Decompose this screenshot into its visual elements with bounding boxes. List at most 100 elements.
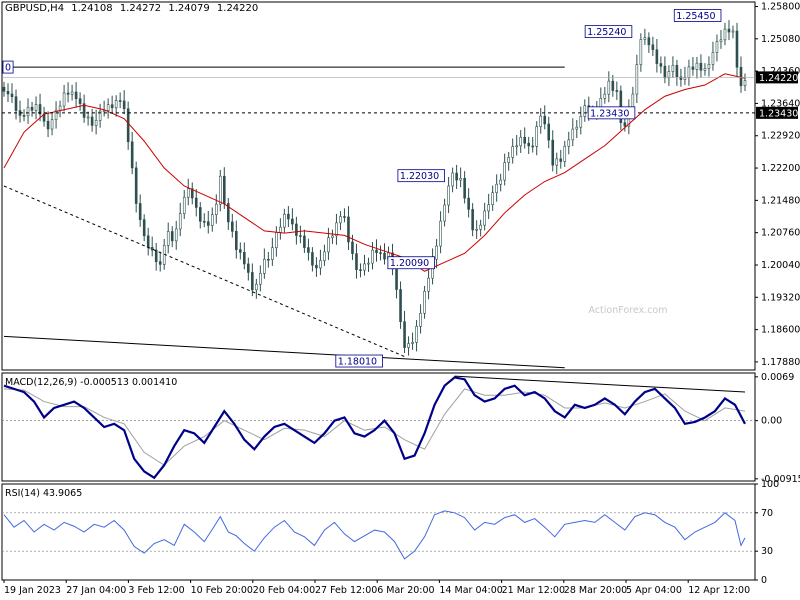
candle-body [118, 100, 122, 102]
candle-body [475, 228, 478, 231]
candle-body [699, 62, 703, 71]
candle-body [695, 62, 699, 70]
price-annotation-label: 1.25240 [587, 27, 626, 38]
candle-body [427, 277, 430, 292]
candle-body [170, 231, 174, 242]
candle-body [222, 175, 226, 204]
candle-body [279, 226, 282, 233]
macd-tick-label: 0.0069 [761, 372, 794, 383]
candle-body [411, 342, 414, 344]
time-tick-label: 28 Mar 20:00 [564, 585, 627, 596]
candle-body [651, 44, 655, 51]
candle-body [235, 231, 238, 250]
candle-body [607, 80, 611, 95]
candle-body [150, 247, 154, 251]
candle-body [239, 249, 242, 253]
candle-body [543, 115, 547, 125]
candle-body [615, 90, 619, 92]
candle-body [735, 30, 739, 68]
candle-body [703, 68, 707, 71]
candle-body [371, 249, 374, 264]
candle-body [563, 145, 567, 162]
candle-body [459, 177, 462, 181]
candle-body [319, 260, 322, 269]
candle-body [547, 123, 551, 141]
time-tick-label: 27 Jan 04:00 [66, 585, 126, 596]
candle-body [299, 235, 302, 237]
candle-body [2, 86, 6, 92]
candle-body [659, 63, 663, 67]
candle-body [295, 223, 298, 236]
candle-body [463, 177, 466, 199]
price-annotation-box [335, 354, 383, 368]
candle-body [367, 262, 370, 265]
candle-body [487, 204, 490, 212]
rsi-title: RSI(14) 43.9065 [5, 488, 82, 499]
candle-body [138, 203, 142, 220]
candle-body [451, 172, 454, 187]
rsi-tick-label: 0 [761, 575, 767, 586]
price-tick-label: 1.22920 [761, 131, 800, 142]
candle-body [423, 290, 426, 314]
candle-body [555, 158, 559, 166]
candle-body [359, 269, 362, 271]
candle-body [511, 146, 514, 158]
candle-body [86, 116, 90, 119]
candle-body [323, 251, 326, 261]
candle-body [491, 192, 494, 205]
candle-body [415, 326, 418, 343]
candle-body [567, 139, 571, 147]
candle-body [435, 245, 438, 260]
candle-body [311, 252, 314, 266]
candle-body [539, 115, 543, 127]
candle-body [218, 175, 222, 205]
candle-body [707, 64, 711, 69]
price-tag-label: 1.23430 [759, 108, 798, 119]
price-annotation-label: 0 [5, 63, 11, 74]
time-tick-label: 12 Apr 12:00 [688, 585, 750, 596]
candle-body [679, 76, 683, 80]
macd-tick-label: -0.009158 [761, 474, 800, 485]
time-tick-label: 21 Mar 12:00 [502, 585, 565, 596]
rsi-tick-label: 70 [761, 508, 773, 519]
candle-body [499, 179, 502, 185]
candle-body [363, 263, 366, 271]
candle-body [327, 237, 330, 253]
candle-body [671, 64, 675, 72]
candle-body [455, 172, 458, 181]
candle-body [663, 65, 667, 79]
candle-body [70, 91, 74, 95]
watermark-text: ActionForex.com [589, 305, 668, 316]
candle-body [231, 221, 234, 232]
candle-body [603, 93, 607, 99]
candle-body [210, 214, 214, 226]
candle-body [495, 183, 498, 194]
price-annotation-label: 1.20090 [390, 258, 429, 269]
rsi-line [3, 510, 746, 560]
candle-body [283, 213, 286, 228]
candle-body [78, 98, 82, 104]
candle-body [715, 41, 719, 53]
candle-body [14, 96, 18, 111]
low-value: 1.24079 [168, 3, 210, 14]
rsi-panel-frame [1, 483, 756, 581]
candle-body [50, 119, 54, 130]
candle-body [611, 80, 615, 91]
candle-body [6, 91, 10, 95]
candle-body [94, 120, 98, 126]
candle-body [110, 104, 114, 109]
solid-trendline [3, 335, 565, 369]
open-value: 1.24108 [71, 3, 113, 14]
macd-trendline [454, 375, 746, 393]
candle-body [395, 268, 398, 290]
candle-body [399, 289, 402, 322]
price-tick-label: 1.18600 [761, 325, 800, 336]
candle-body [579, 116, 583, 128]
candle-body [102, 110, 106, 112]
candle-body [142, 219, 146, 237]
price-annotation-label: 1.23430 [590, 108, 629, 119]
candle-body [62, 92, 66, 107]
candle-body [22, 115, 26, 117]
candle-body [255, 283, 258, 291]
candle-body [106, 104, 110, 111]
